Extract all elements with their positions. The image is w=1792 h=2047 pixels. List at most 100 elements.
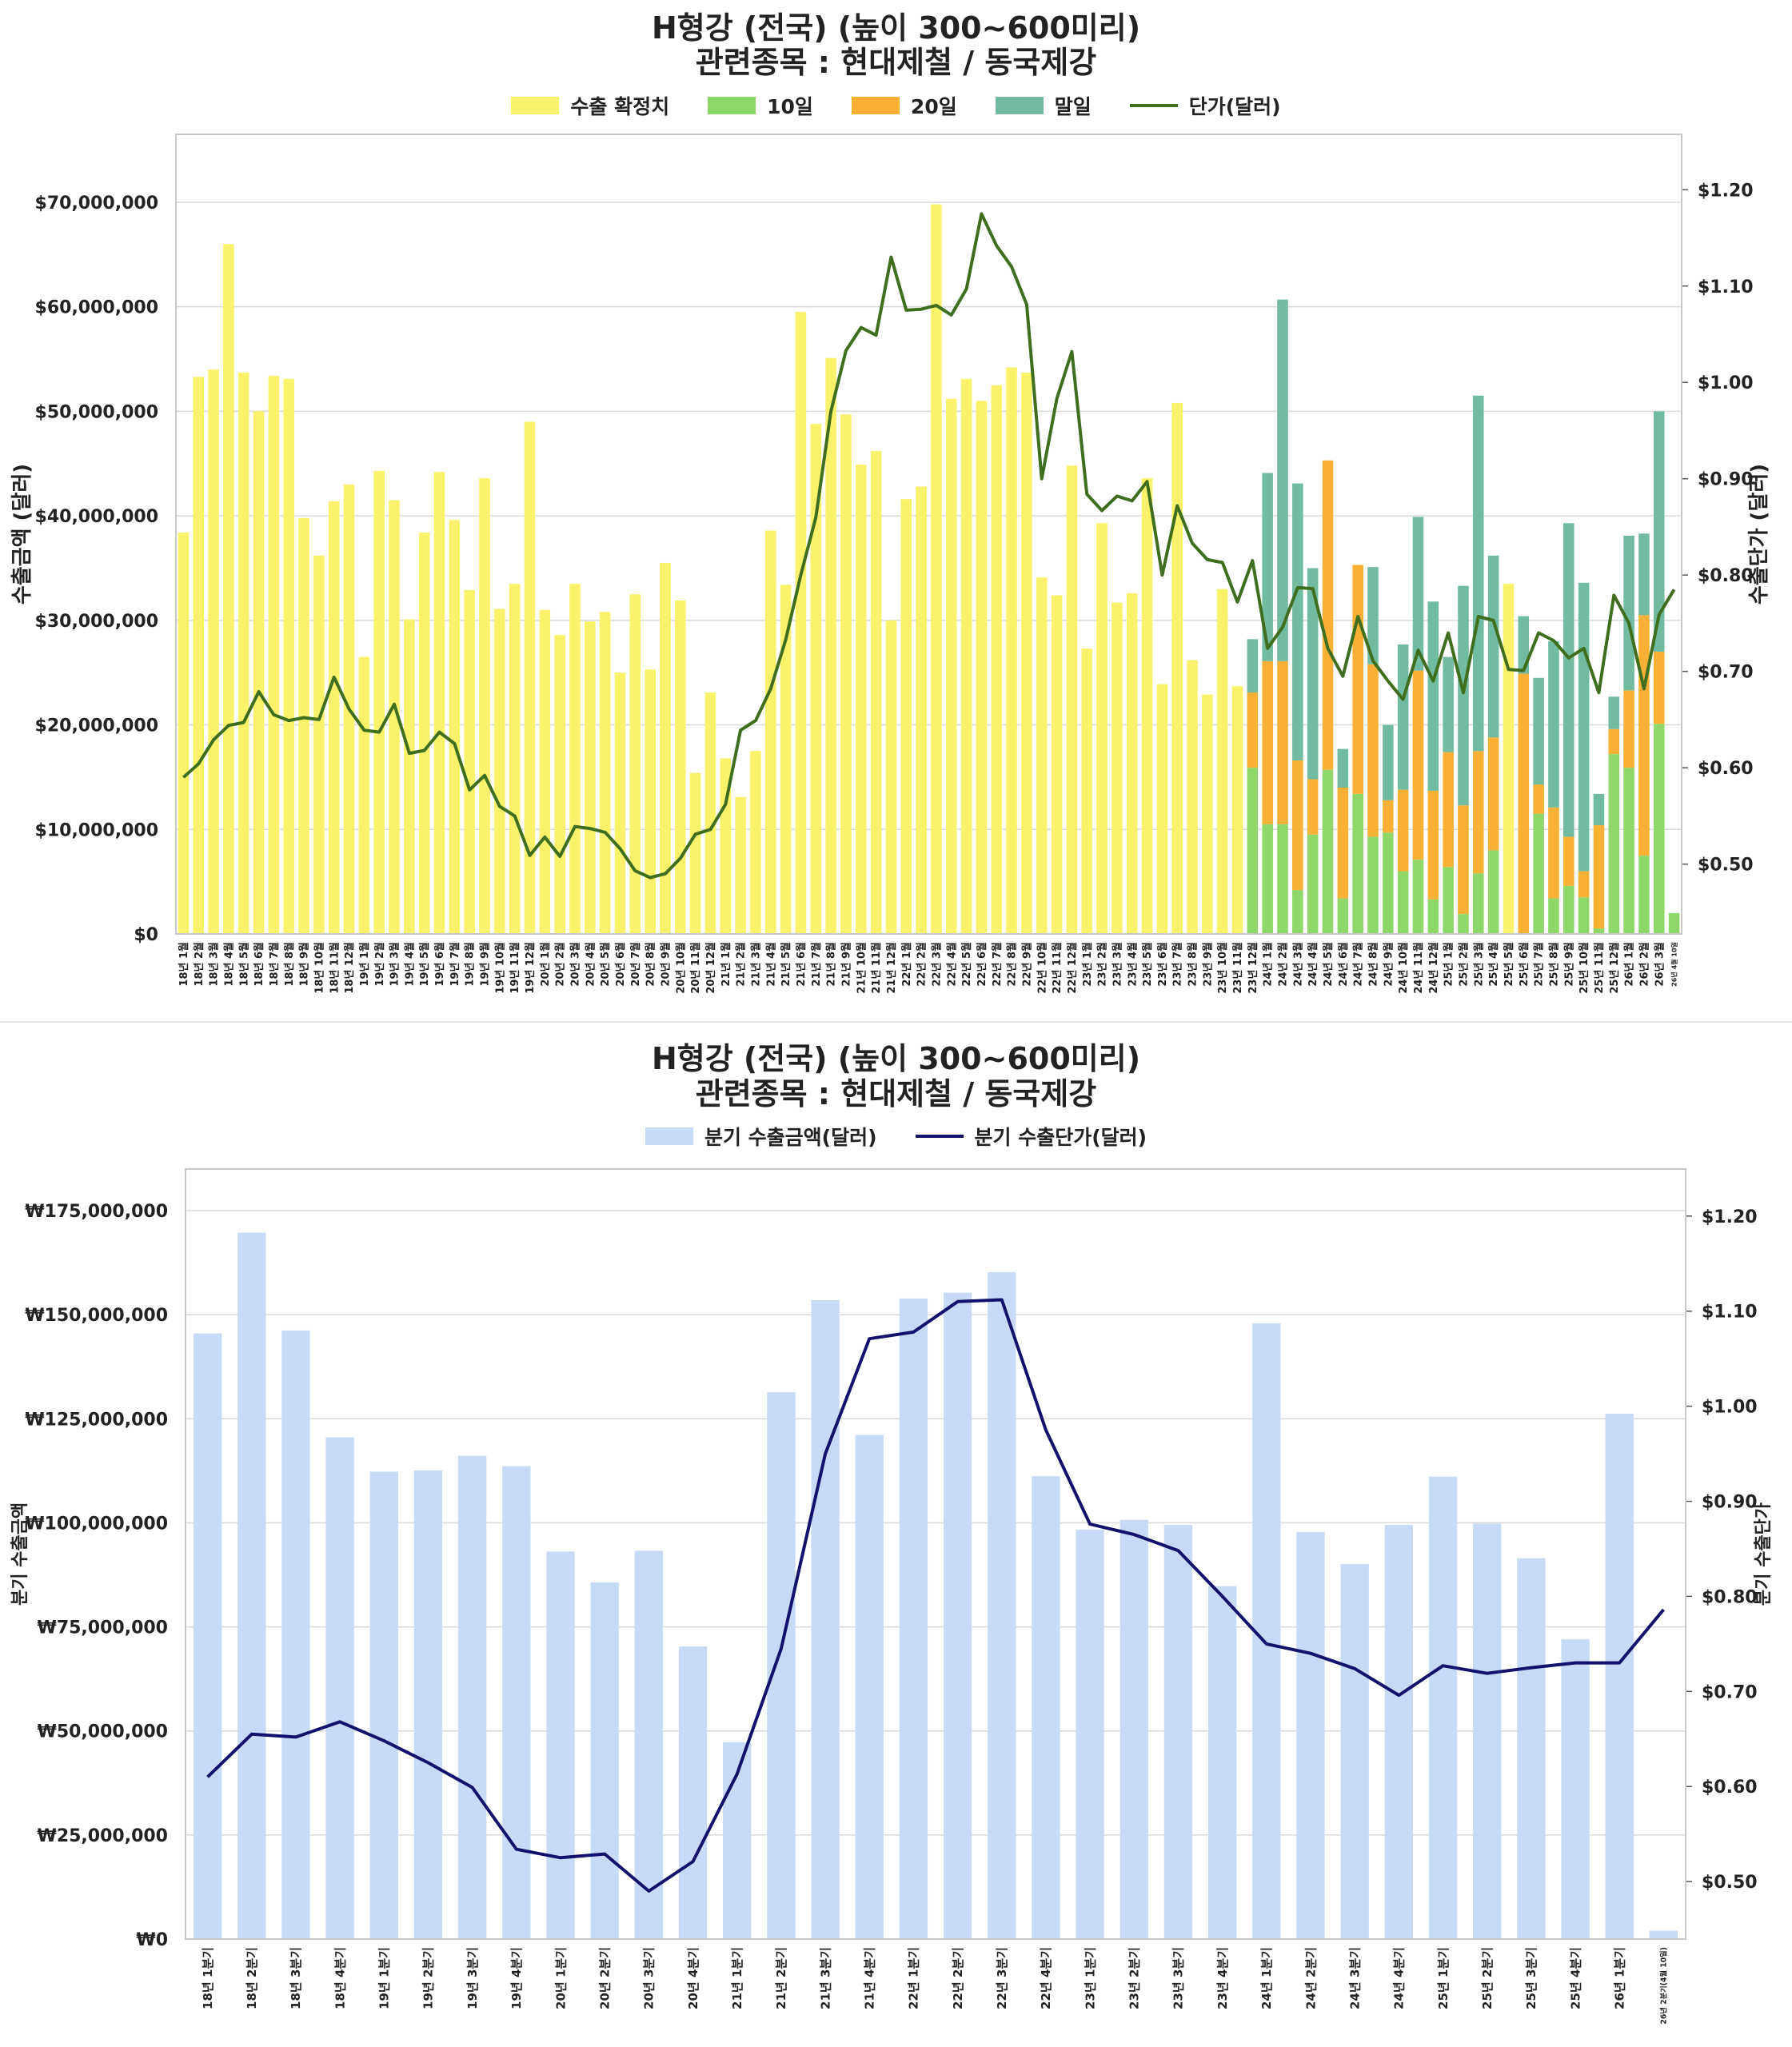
bar [900, 499, 912, 934]
plot-frame [185, 1168, 1686, 1940]
x-tick-label: 26년 1월 [1623, 942, 1636, 987]
x-tick-label: 18년 8월 [283, 942, 296, 987]
y-tick-label: ₩125,000,000 [25, 1410, 168, 1430]
bar [1503, 584, 1515, 934]
x-tick-label: 18년 3분기 [289, 1947, 303, 2009]
bar [1051, 595, 1063, 934]
x-tick-label: 19년 2월 [373, 942, 386, 987]
bar [1533, 784, 1544, 814]
x-tick-label: 24년 1월 [1262, 942, 1275, 987]
bar [237, 373, 249, 935]
x-tick-label: 24년 11월 [1412, 942, 1425, 994]
x-tick-label: 18년 1분기 [201, 1947, 215, 2009]
bar [704, 692, 716, 934]
chart-title: H형강 (전국) (높이 300~600미리) [651, 1041, 1141, 1076]
bar [735, 796, 746, 934]
x-tick-label: 23년 1분기 [1083, 1947, 1097, 2009]
bar [1593, 928, 1605, 934]
x-tick-label: 22년 2분기 [951, 1947, 965, 2009]
bar [1458, 585, 1469, 806]
x-tick-label: 25년 7월 [1533, 942, 1546, 987]
y2-tick-label: $1.20 [1698, 181, 1754, 201]
y2-axis-title: 수출단가 (달러) [1747, 464, 1771, 605]
bar [1518, 673, 1530, 934]
bar [325, 1437, 354, 1939]
bar [1563, 885, 1574, 934]
x-tick-label: 19년 4월 [403, 942, 416, 987]
bar [1036, 577, 1048, 934]
y-tick-label: ₩0 [136, 1930, 168, 1950]
x-tick-label: 21년 4분기 [862, 1947, 876, 2009]
x-tick-label: 19년 1월 [358, 942, 371, 987]
x-tick-label: 21년 1분기 [730, 1947, 744, 2009]
bar [988, 1272, 1016, 1939]
bar [599, 612, 611, 934]
bar [1605, 1414, 1634, 1939]
bar [1262, 660, 1273, 824]
x-tick-label: 20년 1월 [539, 942, 552, 987]
bar [1307, 834, 1319, 934]
bar [1277, 299, 1288, 661]
x-tick-label: 19년 12월 [524, 942, 537, 994]
x-tick-label: 22년 1분기 [907, 1947, 921, 2009]
y2-tick-label: $1.10 [1698, 277, 1754, 297]
bar [237, 1232, 266, 1939]
x-tick-label: 23년 10월 [1216, 942, 1229, 994]
x-tick-label: 21년 8월 [825, 942, 838, 987]
bar [1653, 652, 1665, 724]
bar [1608, 696, 1620, 729]
bar [1548, 898, 1559, 934]
bar [1081, 648, 1092, 934]
bar [1563, 836, 1574, 886]
bar [660, 562, 671, 934]
bar [1578, 582, 1590, 872]
x-tick-label: 20년 8월 [645, 942, 657, 987]
bar [298, 517, 309, 934]
bar [539, 609, 551, 934]
x-tick-label: 22년 1월 [900, 942, 913, 987]
x-tick-label: 22년 12월 [1066, 942, 1079, 994]
x-tick-label: 26년 4월 10일 [1670, 942, 1678, 987]
bar [1216, 589, 1228, 934]
bar [1187, 660, 1198, 934]
bar [1443, 752, 1454, 868]
bar [1473, 751, 1484, 874]
x-tick-label: 20년 6월 [614, 942, 627, 987]
x-tick-label: 18년 5월 [237, 942, 250, 987]
x-tick-label: 18년 2월 [193, 942, 206, 987]
x-tick-label: 23년 2분기 [1127, 1947, 1142, 2009]
x-tick-label: 23년 6월 [1156, 942, 1169, 987]
bar [1384, 1525, 1414, 1939]
bar [1337, 748, 1349, 788]
x-tick-label: 24년 1분기 [1259, 1947, 1274, 2009]
bar [328, 501, 340, 934]
bar [1292, 890, 1303, 934]
x-tick-label: 20년 5월 [599, 942, 612, 987]
bar [1458, 914, 1469, 934]
x-tick-label: 21년 2분기 [774, 1947, 788, 2009]
bar [585, 621, 596, 934]
y-axis-title: 분기 수출금액 [10, 1502, 30, 1606]
bar [1292, 483, 1303, 761]
y-tick-label: $0 [134, 925, 158, 945]
y2-axis-title: 분기 수출단가 [1754, 1502, 1774, 1606]
x-tick-label: 26년 2분기(4월 10일) [1659, 1947, 1669, 2025]
bar [1262, 473, 1273, 661]
y-tick-label: $10,000,000 [35, 820, 158, 840]
bar [943, 1292, 972, 1939]
x-tick-label: 21년 3분기 [818, 1947, 832, 2009]
bar [369, 1471, 398, 1939]
x-tick-label: 19년 9월 [479, 942, 492, 987]
x-tick-label: 25년 9월 [1563, 942, 1575, 987]
x-tick-label: 26년 1분기 [1612, 1947, 1626, 2009]
x-tick-label: 19년 2분기 [421, 1947, 436, 2009]
x-tick-label: 20년 3분기 [642, 1947, 657, 2009]
bar [678, 1646, 708, 1939]
bar [991, 385, 1003, 935]
bar [1473, 395, 1484, 752]
x-tick-label: 19년 5월 [418, 942, 431, 987]
bar [1623, 768, 1634, 934]
unit-price-line [182, 212, 1676, 880]
bar [1533, 813, 1544, 934]
y-tick-label: $50,000,000 [35, 402, 158, 422]
